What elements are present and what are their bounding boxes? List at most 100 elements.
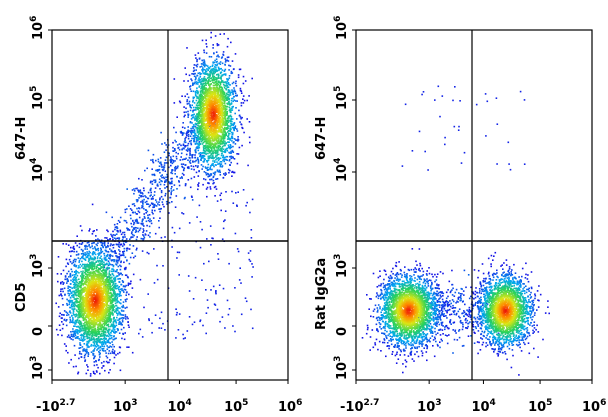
left-event-dot [80,304,83,307]
left-event-dot [67,314,70,316]
left-event-dot [84,326,86,328]
left-event-dot [213,61,216,64]
left-event-dot [104,350,107,352]
left-event-dot [108,273,111,276]
left-event-dot [107,245,109,248]
left-event-dot [90,320,93,322]
left-event-dot [219,77,221,79]
left-event-dot [110,296,113,299]
left-event-dot [104,259,107,262]
left-event-dot [105,352,107,354]
left-event-dot [87,260,90,263]
left-event-dot [95,269,97,272]
left-event-dot [234,127,237,130]
left-event-dot [211,65,214,67]
left-event-dot [202,72,205,75]
left-event-dot [74,302,76,304]
left-event-dot [164,192,167,195]
left-event-dot [115,252,117,255]
left-event-dot [121,324,123,326]
left-event-dot [72,279,75,281]
left-event-dot [236,100,238,102]
left-event-dot [105,328,108,331]
left-event-dot [102,286,105,288]
left-event-dot [202,324,204,327]
left-event-dot [190,142,192,144]
left-event-dot [82,307,84,309]
left-event-dot [81,272,84,275]
left-event-dot [82,348,84,351]
left-event-dot [209,65,212,68]
left-event-dot [85,264,87,266]
left-event-dot [146,203,148,205]
left-event-dot [101,342,104,344]
left-event-dot [123,254,125,257]
left-event-dot [84,359,87,361]
left-event-dot [81,242,84,244]
left-event-dot [118,258,121,260]
left-event-dot [184,137,186,140]
left-event-dot [121,314,123,316]
left-event-dot [85,326,88,329]
left-event-dot [112,286,115,289]
left-event-dot [88,323,91,325]
left-event-dot [106,277,108,279]
left-event-dot [128,248,131,250]
left-event-dot [121,280,124,282]
left-event-dot [202,146,205,149]
left-event-dot [148,205,151,208]
left-event-dot [193,75,196,78]
left-event-dot [225,155,228,158]
left-event-dot [188,167,190,170]
left-event-dot [170,156,172,158]
left-event-dot [192,101,194,103]
left-event-dot [61,297,64,300]
left-event-dot [197,52,200,54]
left-event-dot [81,338,84,341]
left-event-dot [227,313,230,316]
left-event-dot [195,151,197,154]
left-event-dot [88,280,91,283]
left-event-dot [124,256,127,259]
left-event-dot [205,64,208,67]
left-event-dot [120,317,123,319]
left-event-dot [89,312,92,314]
left-event-dot [74,321,76,324]
left-event-dot [232,100,234,103]
left-event-dot [232,141,235,144]
left-event-dot [94,272,97,275]
left-event-dot [132,223,135,226]
left-event-dot [197,118,199,121]
left-event-dot [113,311,116,313]
left-event-dot [76,281,78,284]
left-event-dot [61,281,64,283]
left-event-dot [60,288,62,290]
left-event-dot [104,264,106,266]
left-event-dot [102,299,105,301]
left-event-dot [238,279,241,281]
left-event-dot [131,211,134,214]
left-event-dot [84,287,86,289]
left-event-dot [126,247,129,250]
left-event-dot [96,269,98,272]
left-event-dot [229,111,232,113]
left-event-dot [224,140,226,143]
left-event-dot [242,98,244,100]
left-event-dot [162,322,164,325]
left-event-dot [197,149,200,152]
left-event-dot [229,128,231,131]
left-event-dot [112,338,114,341]
left-event-dot [122,332,124,335]
left-event-dot [100,272,102,275]
left-event-dot [170,187,172,190]
left-event-dot [160,131,162,134]
left-event-dot [222,154,225,157]
left-event-dot [94,300,96,303]
left-event-dot [121,239,124,241]
left-event-dot [92,329,95,331]
left-event-dot [98,273,100,276]
left-event-dot [160,207,162,210]
left-event-dot [131,203,134,206]
left-event-dot [94,291,96,294]
left-event-dot [232,202,235,204]
